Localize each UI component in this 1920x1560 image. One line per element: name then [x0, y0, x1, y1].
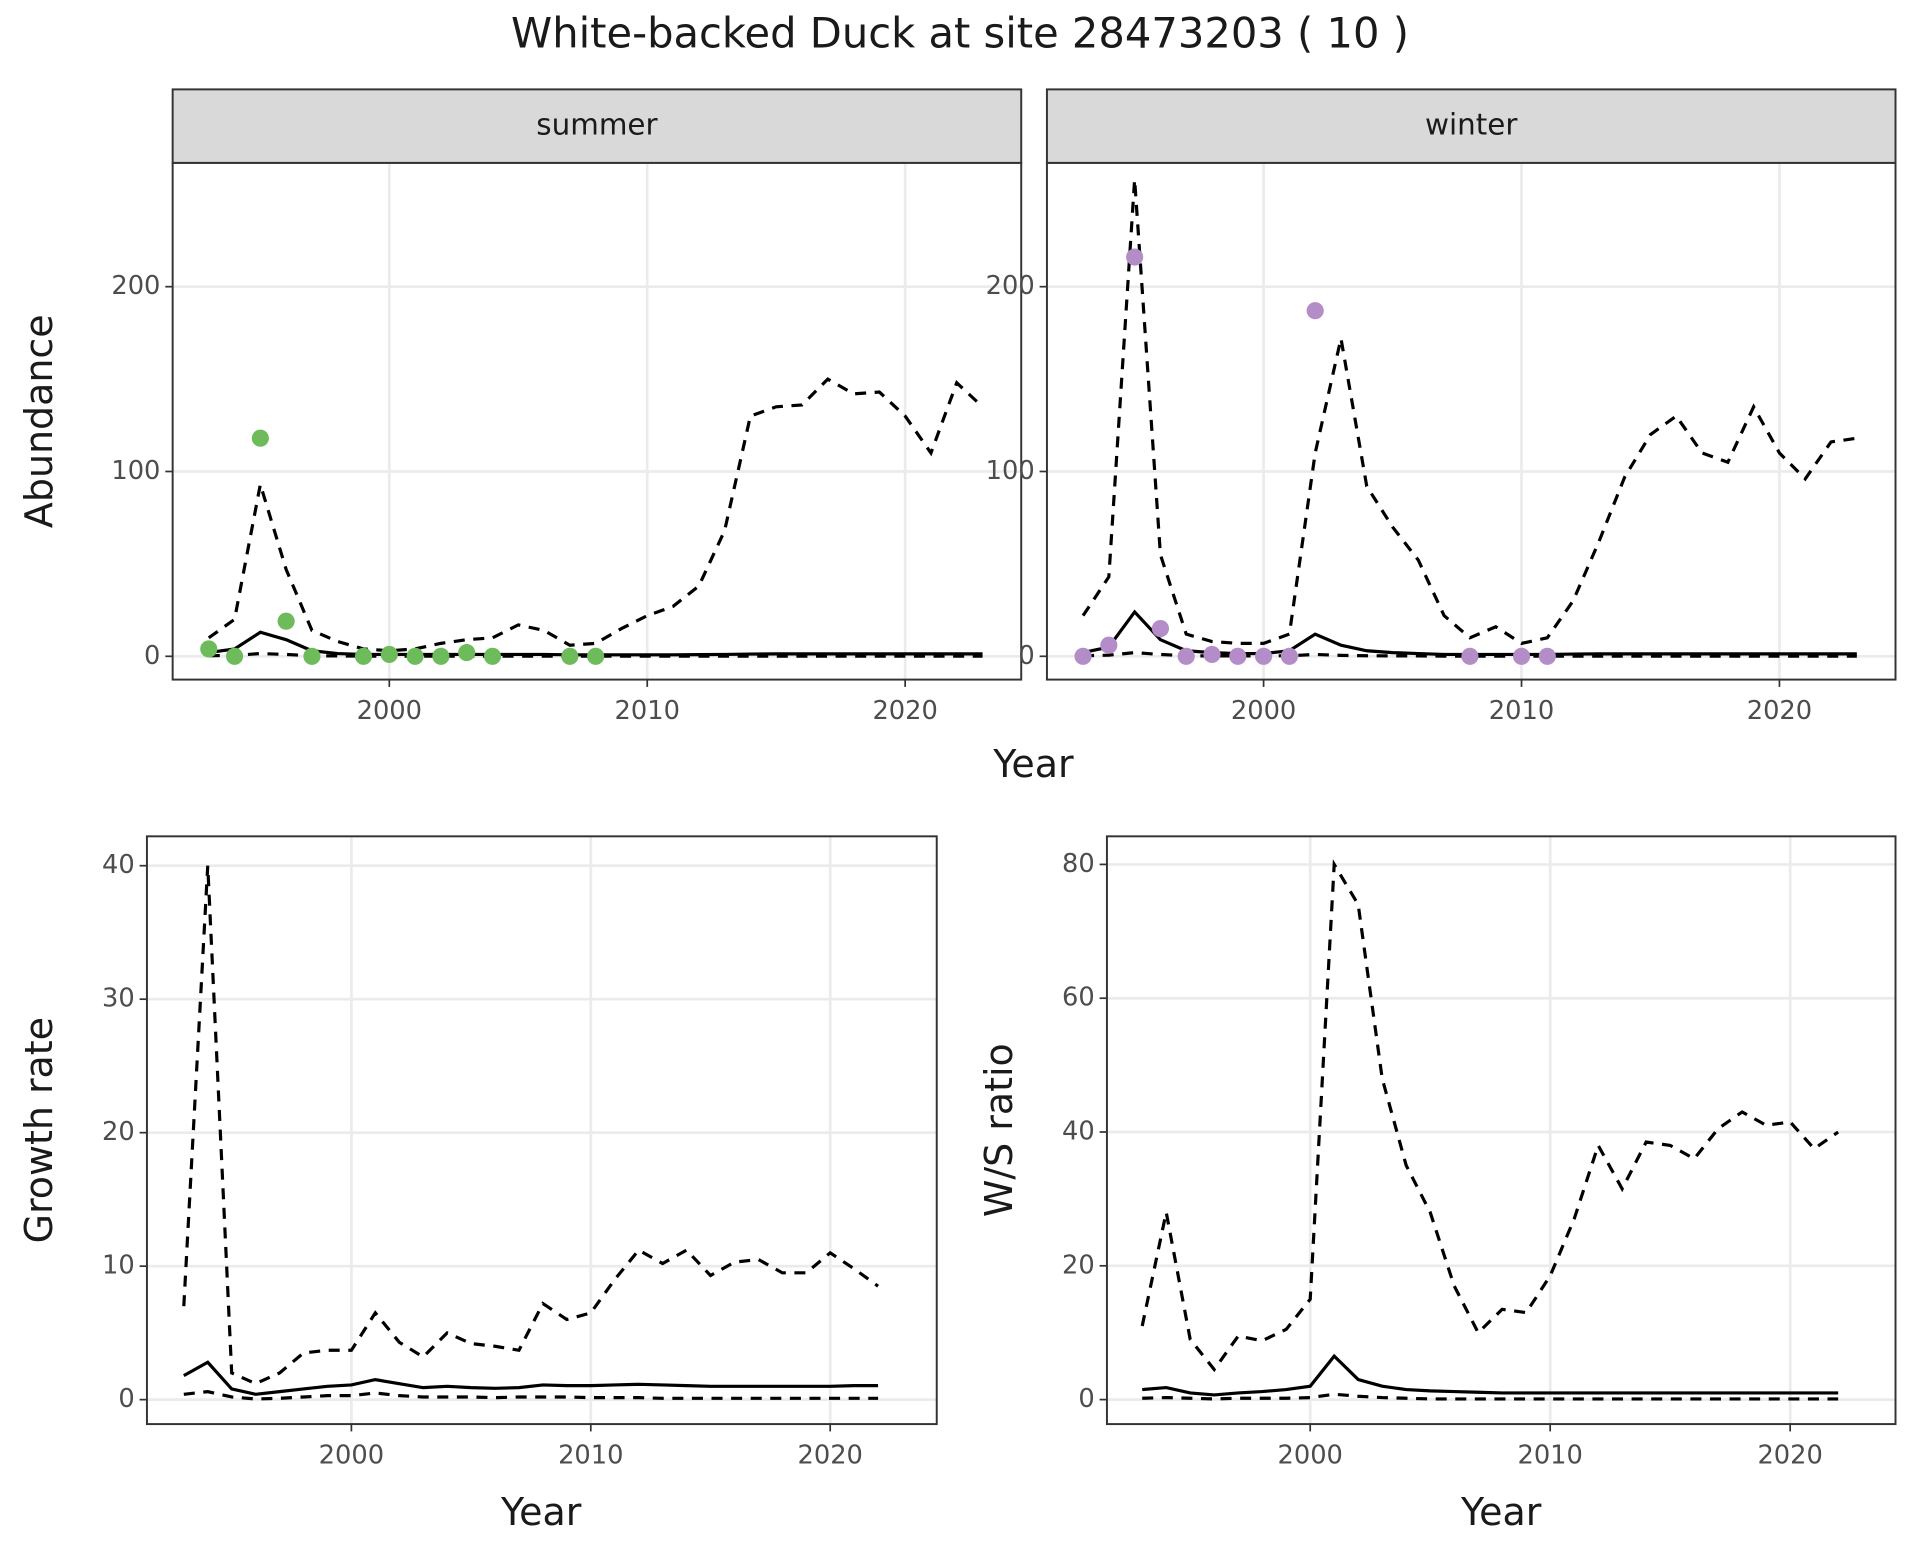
data-point — [1074, 647, 1092, 665]
data-point — [1177, 647, 1195, 665]
panel-border — [1105, 835, 1897, 1426]
y-tick-label: 0 — [1018, 641, 1034, 671]
data-point — [1151, 620, 1169, 638]
data-point — [1255, 647, 1273, 665]
x-tick-label: 2020 — [872, 696, 937, 726]
data-point — [1512, 647, 1531, 665]
data-point — [483, 647, 502, 665]
panel-border — [145, 835, 938, 1426]
series-line — [1142, 1353, 1839, 1397]
x-axis-title: Year — [1460, 1490, 1542, 1534]
panel-background — [172, 162, 1022, 680]
data-point — [406, 647, 424, 665]
y-tick-label: 40 — [102, 850, 135, 880]
data-point — [303, 647, 321, 665]
x-tick-label: 2000 — [357, 696, 422, 726]
y-tick-label: 10 — [102, 1251, 135, 1281]
data-point — [200, 640, 218, 658]
data-point — [251, 429, 269, 447]
x-tick-label: 2000 — [319, 1440, 384, 1470]
x-tick-label: 2000 — [1277, 1440, 1342, 1470]
y-axis-title: Growth rate — [17, 1017, 61, 1243]
x-tick-label: 2010 — [1489, 696, 1554, 726]
data-point — [1229, 647, 1247, 665]
strip-label: winter — [1425, 108, 1518, 142]
data-point — [1280, 647, 1298, 665]
data-point — [1538, 647, 1556, 665]
panel-background — [146, 836, 937, 1425]
data-point — [561, 647, 579, 665]
y-tick-label: 30 — [102, 984, 135, 1014]
data-point — [225, 647, 244, 665]
data-point — [1203, 645, 1221, 664]
y-tick-label: 0 — [118, 1384, 134, 1414]
series-line — [1081, 179, 1858, 646]
y-tick-label: 100 — [986, 456, 1035, 486]
series-line — [1140, 859, 1840, 1373]
x-axis-title: Year — [992, 742, 1074, 786]
series-line — [183, 1360, 879, 1396]
series-line — [182, 865, 880, 1386]
x-tick-label: 2010 — [1517, 1440, 1582, 1470]
data-point — [458, 644, 476, 662]
x-tick-label: 2020 — [797, 1440, 862, 1470]
y-tick-label: 60 — [1062, 983, 1095, 1013]
y-tick-label: 100 — [111, 456, 160, 486]
data-point — [1306, 302, 1324, 320]
data-point — [354, 647, 373, 665]
y-tick-label: 20 — [102, 1117, 135, 1147]
strip — [171, 88, 1023, 164]
data-point — [587, 647, 605, 665]
data-point — [432, 647, 450, 665]
data-point — [1100, 636, 1118, 654]
y-tick-label: 20 — [1062, 1250, 1095, 1280]
x-axis-title: Year — [500, 1490, 582, 1534]
y-tick-label: 0 — [1078, 1384, 1094, 1414]
x-tick-label: 2020 — [1747, 696, 1812, 726]
panel-background — [1106, 836, 1896, 1425]
x-tick-label: 2020 — [1757, 1440, 1822, 1470]
data-point — [1126, 248, 1144, 266]
y-tick-label: 80 — [1062, 849, 1095, 879]
data-point — [277, 612, 295, 630]
y-axis-title: Abundance — [17, 314, 61, 528]
data-point — [1461, 647, 1479, 665]
x-tick-label: 2010 — [558, 1440, 623, 1470]
y-tick-label: 40 — [1062, 1117, 1095, 1147]
x-tick-label: 2010 — [615, 696, 680, 726]
strip-label: summer — [536, 108, 658, 142]
y-tick-label: 0 — [144, 641, 160, 671]
data-point — [380, 645, 398, 664]
strip — [1045, 88, 1897, 164]
panel-background — [1046, 162, 1896, 680]
y-axis-title: W/S ratio — [977, 1043, 1021, 1217]
y-tick-label: 200 — [986, 271, 1035, 301]
y-tick-label: 200 — [111, 271, 160, 301]
figure-title: White-backed Duck at site 28473203 ( 10 … — [511, 9, 1409, 58]
x-tick-label: 2000 — [1231, 696, 1296, 726]
